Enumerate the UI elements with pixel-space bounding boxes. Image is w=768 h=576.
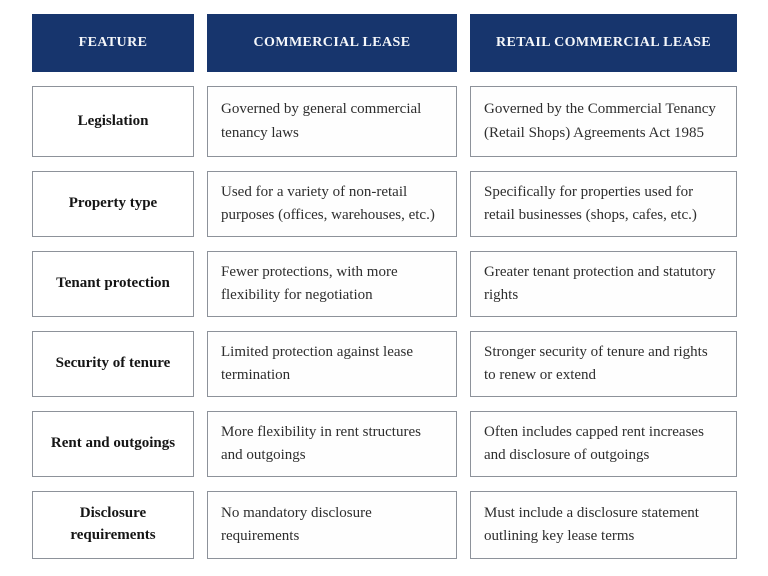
- feature-cell-text: Tenant protection: [56, 275, 170, 292]
- commercial-lease-cell: Used for a variety of non-retail purpose…: [207, 171, 457, 237]
- column-header-commercial-lease: COMMERCIAL LEASE: [207, 14, 457, 72]
- feature-cell: Legislation: [32, 86, 194, 157]
- feature-cell-text: Disclosure requirements: [70, 505, 156, 543]
- commercial-lease-cell-text: Fewer protections, with more flexibility…: [221, 263, 398, 303]
- commercial-lease-cell: More flexibility in rent structures and …: [207, 411, 457, 477]
- commercial-lease-cell-text: Used for a variety of non-retail purpose…: [221, 183, 435, 223]
- retail-commercial-lease-cell-text: Governed by the Commercial Tenancy (Reta…: [484, 101, 716, 141]
- feature-cell-text: Rent and outgoings: [50, 435, 176, 452]
- feature-cell-text: Legislation: [77, 112, 149, 129]
- column-header-feature: FEATURE: [32, 14, 194, 72]
- commercial-lease-cell: Limited protection against lease termina…: [207, 331, 457, 397]
- retail-commercial-lease-cell-text: Greater tenant protection and statutory …: [484, 263, 716, 303]
- commercial-lease-cell-text: Limited protection against lease termina…: [221, 343, 414, 383]
- retail-commercial-lease-cell-text: Specifically for properties used for ret…: [484, 183, 697, 223]
- commercial-lease-cell-text: No mandatory disclosure requirements: [221, 504, 372, 544]
- retail-commercial-lease-cell-text: Often includes capped rent increases and…: [484, 423, 704, 463]
- retail-commercial-lease-cell: Greater tenant protection and statutory …: [470, 251, 737, 317]
- commercial-lease-cell: No mandatory disclosure requirements: [207, 491, 457, 559]
- retail-commercial-lease-cell: Stronger security of tenure and rights t…: [470, 331, 737, 397]
- retail-commercial-lease-cell: Often includes capped rent increases and…: [470, 411, 737, 477]
- retail-commercial-lease-cell: Specifically for properties used for ret…: [470, 171, 737, 237]
- feature-cell: Disclosure requirements: [32, 491, 194, 559]
- feature-cell: Tenant protection: [32, 251, 194, 317]
- commercial-lease-cell-text: Governed by general commercial tenancy l…: [221, 101, 422, 141]
- commercial-lease-cell-text: More flexibility in rent structures and …: [221, 423, 421, 463]
- feature-cell: Security of tenure: [32, 331, 194, 397]
- retail-commercial-lease-cell-text: Must include a disclosure statement outl…: [484, 504, 699, 544]
- retail-commercial-lease-cell-text: Stronger security of tenure and rights t…: [484, 343, 708, 383]
- comparison-table: FEATURE COMMERCIAL LEASE RETAIL COMMERCI…: [32, 14, 737, 559]
- retail-commercial-lease-cell: Must include a disclosure statement outl…: [470, 491, 737, 559]
- feature-cell-text: Property type: [68, 195, 158, 212]
- commercial-lease-cell: Fewer protections, with more flexibility…: [207, 251, 457, 317]
- feature-cell: Rent and outgoings: [32, 411, 194, 477]
- retail-commercial-lease-cell: Governed by the Commercial Tenancy (Reta…: [470, 86, 737, 157]
- column-header-retail-commercial-lease: RETAIL COMMERCIAL LEASE: [470, 14, 737, 72]
- commercial-lease-cell: Governed by general commercial tenancy l…: [207, 86, 457, 157]
- feature-cell-text: Security of tenure: [55, 355, 171, 372]
- feature-cell: Property type: [32, 171, 194, 237]
